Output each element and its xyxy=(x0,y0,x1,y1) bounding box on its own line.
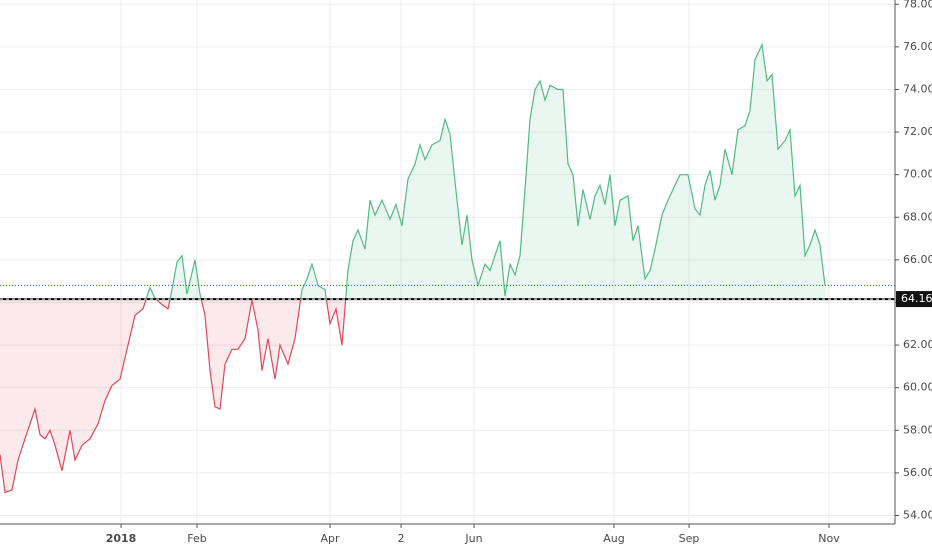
y-tick-label: 72.00 xyxy=(903,125,932,138)
y-tick-label: 54.00 xyxy=(903,508,932,521)
y-tick-label: 74.00 xyxy=(903,82,932,95)
line-below xyxy=(0,299,347,494)
y-tick-label: 56.00 xyxy=(903,466,932,479)
x-tick-label: Sep xyxy=(679,532,700,545)
x-tick-label: Feb xyxy=(187,532,206,545)
y-tick-label: 76.00 xyxy=(903,40,932,53)
y-tick-label: 68.00 xyxy=(903,210,932,223)
y-tick-label: 78.00 xyxy=(903,0,932,10)
x-tick-label: Nov xyxy=(818,532,840,545)
x-tick-label: Aug xyxy=(603,532,624,545)
x-tick-label: 2018 xyxy=(106,532,137,545)
baseline-label: 64.16 xyxy=(901,292,932,305)
area-above xyxy=(0,44,825,300)
baseline-label-box xyxy=(896,291,932,308)
y-tick-label: 62.00 xyxy=(903,338,932,351)
series xyxy=(0,42,895,494)
area-below xyxy=(0,299,346,493)
x-tick-label: Apr xyxy=(320,532,340,545)
axes: 54.0056.0058.0060.0062.0064.0066.0068.00… xyxy=(106,0,932,545)
x-tick-label: 2 xyxy=(398,532,405,545)
y-tick-label: 60.00 xyxy=(903,381,932,394)
line-above xyxy=(145,42,826,300)
y-tick-label: 58.00 xyxy=(903,423,932,436)
grid xyxy=(0,0,895,524)
y-tick-label: 66.00 xyxy=(903,253,932,266)
x-tick-label: Jun xyxy=(464,532,482,545)
y-tick-label: 70.00 xyxy=(903,168,932,181)
